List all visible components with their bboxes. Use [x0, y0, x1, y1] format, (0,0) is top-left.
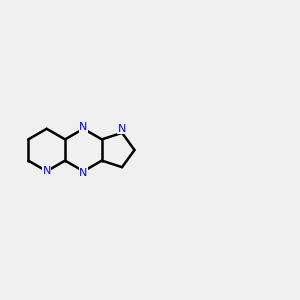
- Text: N: N: [43, 166, 51, 176]
- Text: N: N: [79, 168, 88, 178]
- Text: N: N: [118, 124, 126, 134]
- Text: N: N: [79, 122, 88, 132]
